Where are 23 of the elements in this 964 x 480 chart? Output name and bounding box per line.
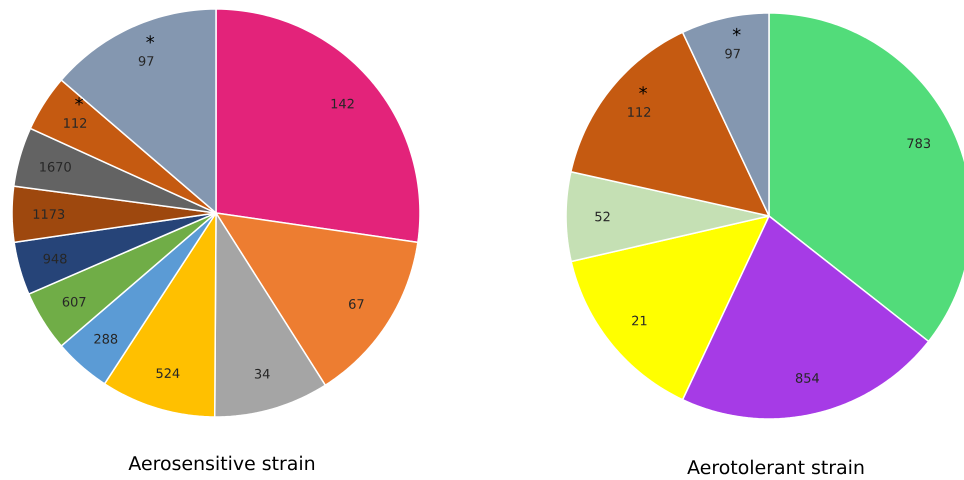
slice-label: 34: [254, 368, 270, 379]
slice-label: 142: [332, 98, 354, 108]
slice-label: 524: [156, 368, 180, 378]
slice-label: 21: [632, 316, 646, 326]
slice-label: 783: [907, 138, 930, 148]
text: *: [75, 97, 84, 106]
slice-label: 854: [796, 373, 819, 383]
slice-label: 1173: [34, 209, 64, 219]
slice-label: 52: [595, 212, 610, 222]
text: Aerotolerant strain: [687, 460, 864, 474]
slice-label: 112: [628, 107, 650, 117]
slice-label: 67: [349, 299, 364, 309]
text: Aerosensitive strain: [128, 456, 314, 470]
slice-label: 607: [62, 296, 86, 307]
slice-label: 112: [64, 118, 86, 128]
text: *: [639, 86, 648, 94]
slice-label: 948: [44, 254, 67, 264]
slice-label: 97: [138, 56, 154, 66]
slice-label: 97: [725, 48, 740, 58]
text: *: [732, 28, 741, 36]
slice-label: 1670: [40, 162, 71, 172]
slice-label: 288: [94, 334, 118, 344]
text: *: [146, 35, 154, 44]
